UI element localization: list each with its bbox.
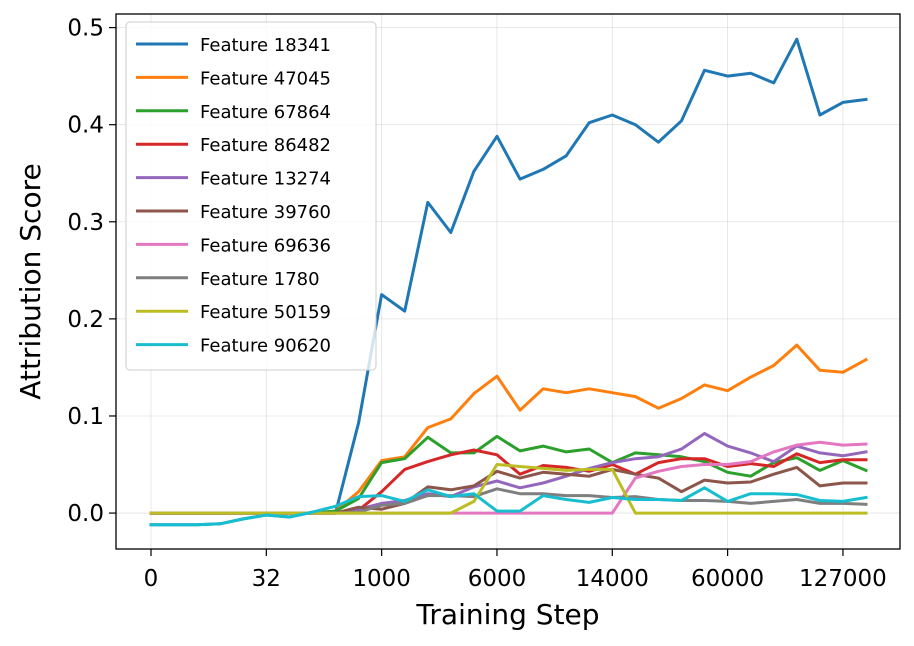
series-line-9 xyxy=(149,463,868,515)
x-tick-label: 127000 xyxy=(799,566,887,592)
series-line-10 xyxy=(149,486,868,527)
legend-label: Feature 90620 xyxy=(200,336,331,357)
y-tick-label: 0.4 xyxy=(67,113,104,139)
legend-label: Feature 67864 xyxy=(200,102,331,123)
plot-frame xyxy=(115,13,901,550)
y-tick-label: 0.1 xyxy=(67,404,104,430)
x-axis-label: Training Step xyxy=(415,598,599,631)
legend-label: Feature 18341 xyxy=(200,35,331,56)
legend-label: Feature 69636 xyxy=(200,235,331,256)
x-tick-label: 60000 xyxy=(691,566,764,592)
legend-label: Feature 39760 xyxy=(200,202,331,223)
y-axis-label: Attribution Score xyxy=(14,163,47,399)
x-tick-label: 1000 xyxy=(352,566,411,592)
legend-box xyxy=(125,21,377,371)
legend-label: Feature 1780 xyxy=(200,269,320,290)
x-tick-label: 32 xyxy=(252,566,281,592)
legend-label: Feature 50159 xyxy=(200,302,331,323)
x-tick-label: 6000 xyxy=(468,566,527,592)
axis-ticks: 0 32 1000 6000 14000 60000 127000 0.0 0.1 0.2 0.3 0… xyxy=(67,16,886,592)
legend-label: Feature 13274 xyxy=(200,169,331,190)
legend-label: Feature 47045 xyxy=(200,68,331,89)
y-tick-label: 0.5 xyxy=(67,16,104,42)
x-tick-label: 14000 xyxy=(576,566,649,592)
series-lines xyxy=(149,37,869,527)
legend: Feature 18341 Feature 47045 Feature 67864 F… xyxy=(125,21,377,371)
y-tick-label: 0.2 xyxy=(67,307,104,333)
y-tick-label: 0.0 xyxy=(67,501,104,527)
x-tick-label: 0 xyxy=(144,566,159,592)
y-tick-label: 0.3 xyxy=(67,210,104,236)
legend-label: Feature 86482 xyxy=(200,135,331,156)
